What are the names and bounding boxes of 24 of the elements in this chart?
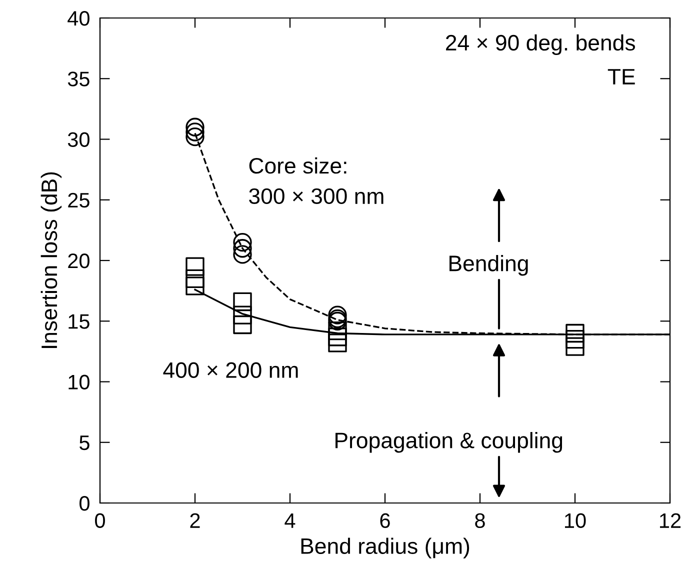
- x-tick-label: 8: [475, 513, 485, 528]
- annotation: 400 × 200 nm: [163, 362, 298, 378]
- y-tick-label: 40: [68, 11, 90, 26]
- x-tick-label: 0: [95, 513, 105, 528]
- annotation: TE: [608, 69, 635, 84]
- y-tick-label: 30: [68, 132, 90, 148]
- annotation: Bending: [450, 254, 528, 276]
- x-tick-label: 10: [565, 513, 586, 528]
- y-tick-label: 10: [68, 374, 90, 390]
- y-tick-label: 5: [80, 436, 90, 450]
- y-axis-title: Insertion loss (dB): [40, 172, 62, 348]
- annotation: Propagation & coupling: [336, 432, 562, 453]
- x-axis-title: Bend radius (μm): [301, 538, 470, 558]
- x-tick-label: 2: [190, 513, 200, 528]
- x-tick-label: 12: [660, 513, 681, 528]
- y-tick-label: 0: [80, 496, 90, 511]
- x-tick-label: 4: [284, 513, 296, 528]
- annotation: Core size: 300 × 300 nm: [249, 157, 384, 204]
- y-tick-label: 15: [68, 314, 90, 329]
- x-tick-label: 6: [380, 513, 390, 528]
- y-tick-label: 25: [68, 192, 90, 208]
- y-tick-label: 35: [68, 72, 90, 86]
- annotation: 24 × 90 deg. bends: [446, 34, 636, 56]
- y-tick-label: 20: [68, 254, 90, 268]
